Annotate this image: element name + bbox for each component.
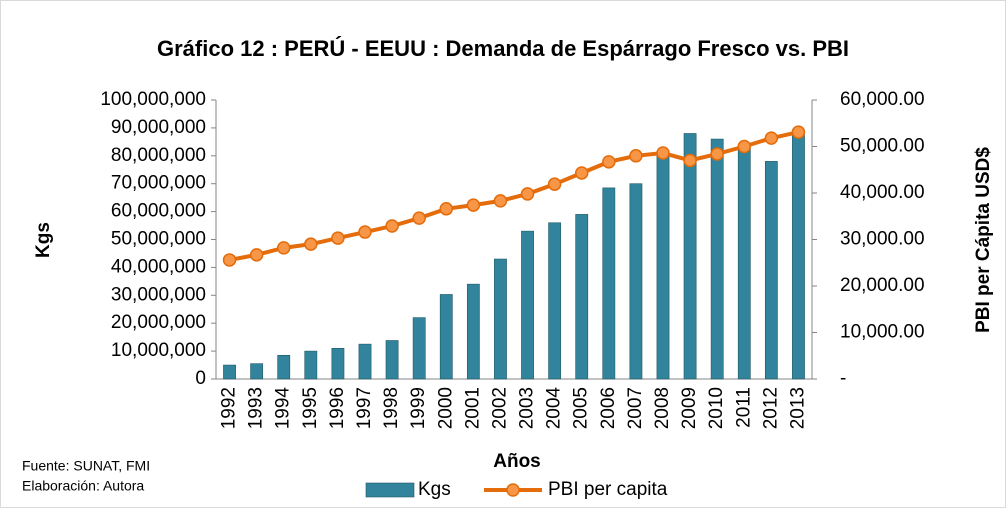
marker bbox=[683, 153, 697, 168]
marker bbox=[385, 219, 399, 233]
y2-tick-label: 20,000.00 bbox=[840, 275, 925, 296]
marker bbox=[358, 225, 372, 239]
bar bbox=[656, 155, 670, 380]
marker bbox=[331, 231, 345, 245]
y-tick-label: 80,000,000 bbox=[111, 145, 206, 166]
chart-title: Gráfico 12 : PERÚ - EEUU : Demanda de Es… bbox=[157, 36, 849, 61]
x-tick-label: 2005 bbox=[571, 387, 592, 429]
bar bbox=[439, 294, 453, 380]
bar bbox=[521, 230, 534, 380]
bar bbox=[602, 187, 616, 380]
x-tick-label: 1992 bbox=[219, 387, 240, 429]
bar bbox=[304, 350, 318, 380]
y-tick-label: 0 bbox=[195, 368, 206, 389]
x-tick-label: 2000 bbox=[435, 387, 456, 429]
marker bbox=[304, 237, 318, 251]
y-tick-label: 70,000,000 bbox=[111, 173, 206, 194]
marker bbox=[493, 194, 508, 208]
x-tick-label: 1995 bbox=[300, 387, 321, 429]
source-note: Fuente: SUNAT, FMI bbox=[22, 458, 150, 474]
x-tick-label: 2013 bbox=[787, 387, 808, 429]
y2-tick-label: 40,000.00 bbox=[840, 182, 925, 203]
x-tick-label: 2001 bbox=[462, 387, 483, 429]
legend-swatch bbox=[365, 482, 415, 498]
bar bbox=[250, 363, 264, 380]
x-tick-label: 2003 bbox=[517, 387, 538, 429]
marker bbox=[276, 241, 291, 255]
x-tick-label: 1999 bbox=[408, 387, 429, 429]
bar bbox=[683, 133, 697, 380]
legend-label: PBI per capita bbox=[548, 479, 668, 500]
bar bbox=[277, 354, 291, 380]
bar bbox=[548, 222, 562, 380]
legend-swatch bbox=[506, 483, 520, 497]
x-tick-label: 1996 bbox=[327, 387, 348, 429]
y2-tick-label: 10,000.00 bbox=[840, 322, 925, 343]
x-tick-label: 2002 bbox=[489, 387, 510, 429]
y-tick-label: 40,000,000 bbox=[111, 256, 206, 277]
marker bbox=[466, 198, 481, 212]
marker bbox=[656, 146, 670, 160]
bar bbox=[737, 144, 751, 380]
y-tick-label: 100,000,000 bbox=[100, 89, 206, 110]
bar bbox=[575, 214, 589, 380]
x-tick-label: 2007 bbox=[625, 387, 646, 429]
marker bbox=[520, 187, 535, 201]
line bbox=[229, 130, 799, 262]
marker bbox=[737, 139, 752, 154]
bar bbox=[494, 258, 507, 380]
x-tick-label: 2006 bbox=[598, 387, 619, 429]
bar bbox=[412, 317, 426, 380]
y-tick-label: 60,000,000 bbox=[111, 201, 206, 222]
x-tick-label: 1998 bbox=[381, 387, 402, 429]
x-tick-label: 2010 bbox=[706, 387, 727, 429]
y2-tick-label: - bbox=[840, 368, 846, 389]
x-tick-label: 2012 bbox=[760, 387, 781, 429]
marker bbox=[764, 131, 779, 145]
y-tick-label: 30,000,000 bbox=[111, 284, 206, 305]
bar bbox=[358, 343, 372, 380]
y2-tick-label: 60,000.00 bbox=[840, 89, 925, 110]
bar bbox=[710, 138, 724, 380]
marker bbox=[710, 147, 724, 161]
y-tick-label: 50,000,000 bbox=[111, 229, 206, 250]
y2-tick-label: 30,000.00 bbox=[840, 229, 925, 250]
marker bbox=[412, 211, 426, 225]
marker bbox=[547, 177, 562, 191]
bar bbox=[331, 348, 345, 380]
x-tick-label: 2008 bbox=[652, 387, 673, 429]
marker bbox=[574, 166, 589, 180]
bar bbox=[764, 161, 778, 380]
x-tick-label: 1997 bbox=[354, 387, 375, 429]
x-tick-label: 1993 bbox=[246, 387, 267, 429]
marker bbox=[791, 125, 806, 139]
y2-axis-label: PBI per Cápita USD$ bbox=[973, 147, 994, 333]
bar bbox=[629, 183, 643, 380]
marker bbox=[249, 248, 264, 262]
credit-note: Elaboración: Autora bbox=[22, 478, 144, 494]
y-tick-label: 10,000,000 bbox=[111, 340, 206, 361]
bar bbox=[466, 283, 480, 380]
x-axis-label: Años bbox=[493, 451, 541, 472]
bar bbox=[223, 364, 236, 380]
legend-label: Kgs bbox=[418, 479, 451, 500]
x-tick-label: 2009 bbox=[679, 387, 700, 429]
bar bbox=[792, 130, 805, 380]
x-tick-label: 2011 bbox=[733, 387, 754, 428]
marker bbox=[222, 253, 237, 267]
y-tick-label: 90,000,000 bbox=[111, 117, 206, 138]
marker bbox=[629, 149, 643, 163]
marker bbox=[439, 202, 454, 216]
x-tick-label: 1994 bbox=[273, 387, 294, 430]
x-tick-label: 2004 bbox=[544, 387, 565, 430]
y-tick-label: 20,000,000 bbox=[111, 312, 206, 333]
bar bbox=[385, 340, 399, 380]
marker bbox=[602, 155, 616, 169]
y2-tick-label: 50,000.00 bbox=[840, 136, 925, 157]
y-axis-label: Kgs bbox=[33, 222, 54, 258]
